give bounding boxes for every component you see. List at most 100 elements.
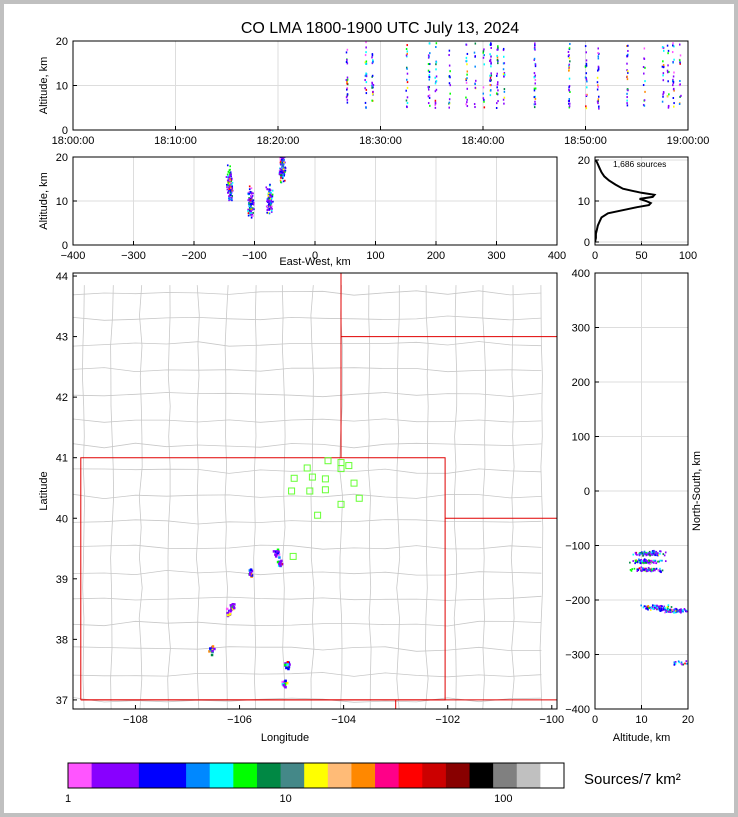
source-point — [211, 645, 215, 648]
station-marker — [345, 462, 353, 470]
source-point — [250, 213, 252, 216]
source-point — [667, 71, 669, 74]
source-point — [275, 552, 279, 556]
source-point — [657, 560, 659, 563]
source-point — [483, 63, 486, 66]
source-point — [345, 96, 348, 99]
source-point — [280, 162, 283, 165]
source-point — [646, 605, 649, 608]
source-point — [496, 102, 498, 105]
source-point — [654, 552, 657, 555]
y-tick-label: 0 — [584, 486, 590, 498]
colorbar-swatch — [256, 763, 282, 788]
source-point — [267, 203, 270, 206]
station-marker — [324, 457, 332, 465]
source-point — [666, 69, 669, 72]
colorbar-swatch — [162, 763, 187, 788]
source-point — [281, 174, 283, 177]
source-point — [627, 44, 629, 47]
source-point — [660, 608, 663, 610]
source-point — [249, 568, 253, 571]
source-point — [569, 91, 571, 94]
source-point — [652, 608, 655, 611]
source-point — [661, 100, 664, 103]
source-point — [230, 194, 232, 196]
source-point — [269, 202, 272, 205]
source-point — [649, 562, 652, 565]
source-point — [496, 72, 499, 75]
source-point — [371, 74, 374, 77]
source-point — [270, 197, 273, 200]
source-point — [640, 552, 643, 555]
colorbar-swatch — [327, 763, 352, 788]
source-point — [274, 555, 278, 558]
source-point — [282, 163, 285, 166]
y-tick-label: 10 — [56, 81, 68, 93]
source-point — [597, 65, 600, 68]
source-point — [675, 609, 677, 612]
source-point — [230, 192, 233, 195]
source-point — [229, 165, 231, 168]
source-point — [644, 66, 646, 69]
source-point — [229, 604, 233, 607]
source-point — [465, 56, 468, 59]
source-point — [465, 103, 467, 106]
source-point — [649, 608, 652, 610]
source-point — [210, 653, 214, 657]
source-point — [272, 550, 276, 553]
source-point — [596, 81, 599, 84]
source-point — [568, 54, 570, 57]
source-point — [534, 78, 537, 81]
source-point — [280, 176, 282, 179]
source-point — [504, 73, 506, 76]
source-point — [249, 209, 251, 212]
colorbar-swatch — [493, 763, 518, 788]
county-boundary — [73, 418, 542, 423]
county-boundary — [396, 285, 401, 709]
source-point — [636, 561, 639, 563]
source-point — [533, 103, 536, 106]
source-point — [267, 200, 269, 203]
source-point — [568, 64, 570, 67]
source-point — [228, 613, 232, 616]
source-point — [428, 55, 430, 58]
source-point — [428, 42, 431, 45]
source-point — [568, 105, 571, 108]
source-point — [642, 66, 645, 69]
source-point — [270, 196, 273, 199]
source-point — [268, 205, 270, 208]
source-point — [673, 608, 676, 611]
source-point — [248, 206, 251, 209]
source-point — [534, 82, 536, 85]
source-point — [489, 53, 491, 56]
source-point — [230, 181, 232, 184]
colorbar-swatch — [445, 763, 471, 788]
source-point — [251, 200, 254, 203]
source-point — [268, 188, 271, 191]
source-point — [679, 54, 682, 57]
source-point — [248, 572, 252, 576]
source-point — [283, 683, 287, 686]
source-point — [626, 75, 628, 78]
county-boundary — [224, 285, 229, 709]
station-marker — [337, 500, 345, 508]
source-point — [249, 207, 251, 210]
source-point — [229, 191, 232, 194]
source-point — [679, 62, 681, 65]
colorbar-tick-label: 100 — [494, 793, 512, 805]
source-point — [632, 553, 635, 556]
source-point — [654, 607, 656, 610]
source-point — [365, 72, 367, 75]
source-point — [597, 95, 600, 98]
source-point — [673, 610, 676, 613]
source-point — [502, 47, 505, 50]
source-point — [597, 69, 599, 72]
source-point — [449, 92, 451, 95]
source-point — [252, 199, 255, 202]
colorbar-swatch — [91, 763, 116, 788]
source-point — [371, 53, 374, 56]
source-point — [281, 150, 283, 152]
source-point — [640, 567, 642, 570]
county-boundary — [310, 285, 315, 709]
source-point — [284, 148, 286, 150]
